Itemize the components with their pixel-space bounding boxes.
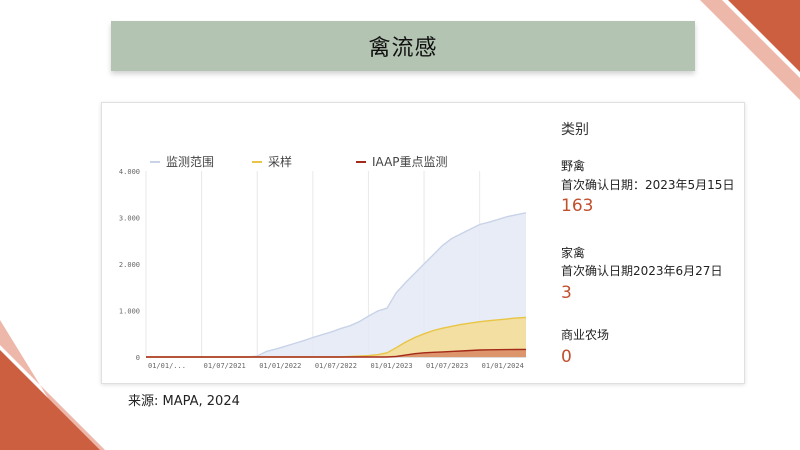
x-tick-label: 01/01/2023 [370,362,412,370]
title-bar: 禽流感 [111,21,695,71]
category-count-wild-birds: 163 [561,196,594,216]
x-tick-label: 01/01/... [148,362,186,370]
y-tick-label: 2.000 [119,261,140,269]
legend-label-sampling: 采样 [268,155,293,169]
legend-item-iaap[interactable]: IAAP重点监测 [356,153,448,170]
line-series-2 [146,348,527,358]
y-tick-label: 0 [136,354,140,362]
x-tick-label: 01/07/2021 [204,362,246,370]
y-tick-label: 3.000 [119,215,140,223]
category-count-commercial-farms: 0 [561,347,572,367]
area-series-0 [146,212,526,357]
category-count-poultry: 3 [561,283,572,303]
x-tick-label: 01/01/2024 [482,362,524,370]
dashboard-panel: 0 1.000 2.000 3.000 4.000 01/01/... 01/07/2021… [101,102,745,384]
x-tick-label: 01/07/2022 [315,362,357,370]
source-note: 来源: MAPA, 2024 [128,394,240,409]
slide-title: 禽流感 [368,36,438,61]
x-tick-label: 01/01/2022 [259,362,301,370]
category-date-poultry: 首次确认日期2023年6月27日 [561,264,723,278]
area-series-1 [146,317,526,357]
category-panel: 类别 野禽 首次确认日期：2023年5月15日 163 家禽 首次确认日期202… [561,103,741,381]
legend-label-monitoring-scope: 监测范围 [166,155,215,169]
area-chart: 0 1.000 2.000 3.000 4.000 01/01/... 01/07/2021… [119,168,527,370]
legend-swatch-sampling [252,160,262,163]
category-name-poultry: 家禽 [561,246,586,260]
category-panel-title: 类别 [561,122,589,138]
y-tick-label: 4.000 [119,168,140,176]
legend-label-iaap: IAAP重点监测 [372,155,448,169]
legend-swatch-iaap [356,160,366,163]
category-name-commercial-farms: 商业农场 [561,328,610,342]
category-date-wild-birds: 首次确认日期：2023年5月15日 [561,178,735,192]
y-tick-label: 1.000 [119,308,140,316]
x-tick-label: 01/07/2023 [426,362,468,370]
legend-swatch-monitoring-scope [150,160,160,163]
legend-item-monitoring-scope[interactable]: 监测范围 [150,153,214,170]
legend-item-sampling[interactable]: 采样 [252,153,292,170]
area-series-2 [146,349,526,357]
category-name-wild-birds: 野禽 [561,159,586,173]
